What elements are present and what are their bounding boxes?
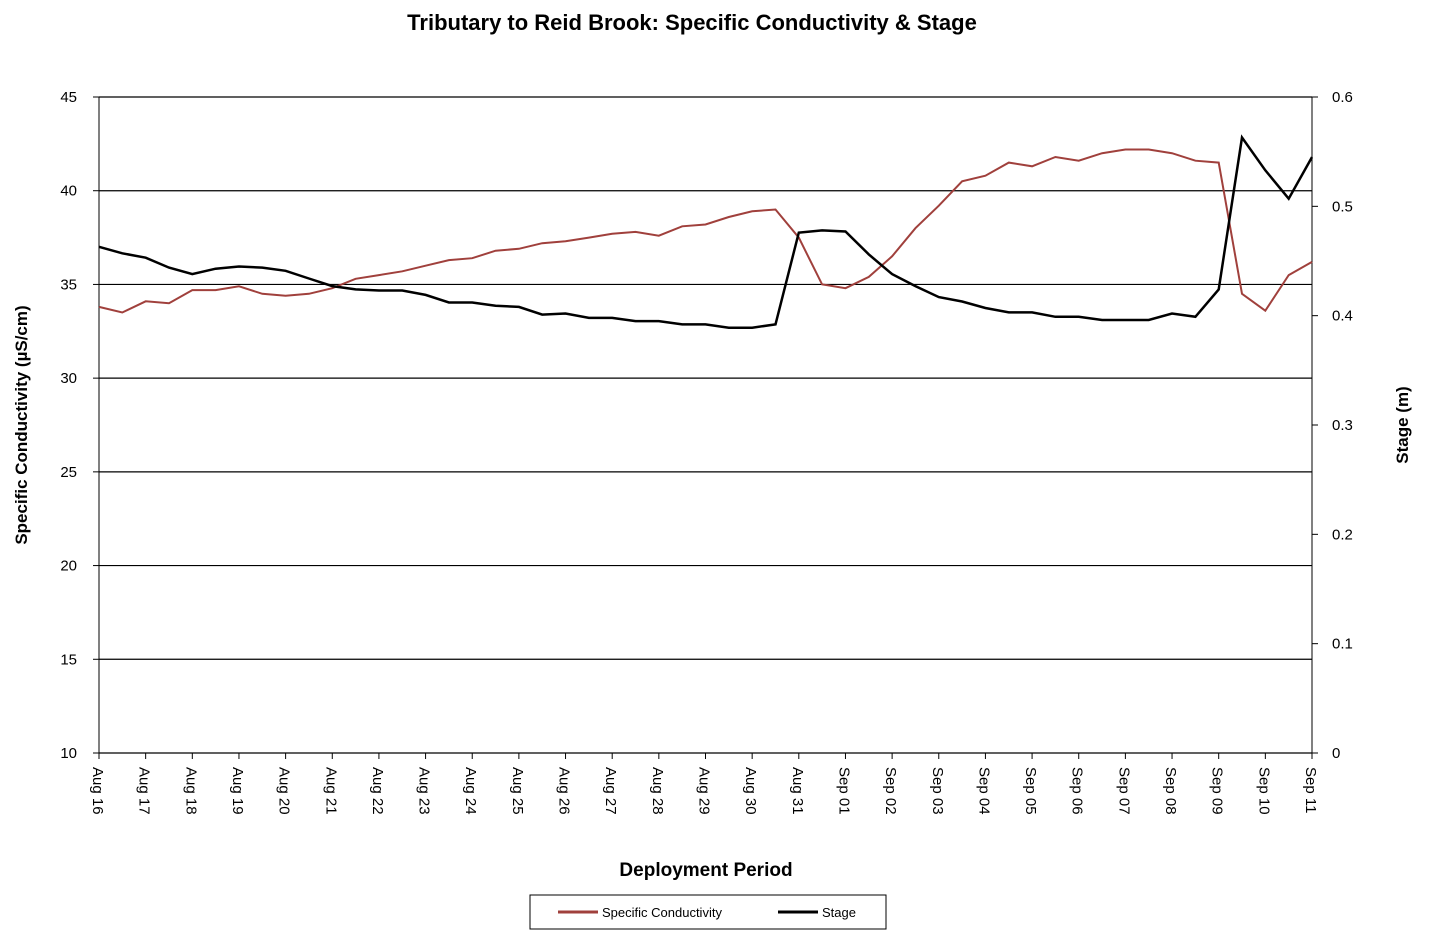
x-tick-label: Aug 25 [509,767,526,815]
x-tick-label: Aug 19 [229,767,246,815]
x-tick-label: Aug 26 [556,767,573,815]
y-tick-label: 15 [60,651,77,668]
x-tick-label: Sep 06 [1069,767,1086,815]
y-tick-label: 25 [60,464,77,481]
x-tick-label: Sep 01 [835,767,852,815]
y-tick-label: 45 [60,89,77,106]
x-tick-label: Sep 11 [1302,767,1319,813]
x-tick-label: Aug 29 [696,767,713,815]
legend-box [529,894,887,930]
y-tick-label: 10 [60,745,77,762]
x-tick-label: Sep 09 [1209,767,1226,815]
x-tick-label: Aug 24 [462,767,479,815]
x-tick-label: Sep 05 [1022,767,1039,815]
y2-tick-label: 0 [1332,745,1340,762]
x-tick-label: Aug 31 [789,767,806,815]
data-line [98,134,1314,329]
y2-axis-title: Stage (m) [1393,386,1412,463]
y-tick-label: 40 [60,183,77,200]
x-tick-label: Aug 21 [322,767,339,815]
y2-tick-label: 0.2 [1332,526,1353,543]
x-tick-label: Sep 03 [929,767,946,815]
legend-label: Stage [822,905,856,920]
y2-tick-label: 0.4 [1332,308,1353,325]
x-tick-label: Aug 23 [416,767,433,815]
y-axis-title: Specific Conductivity (µS/cm) [12,305,31,544]
y-tick-label: 35 [60,276,77,293]
x-tick-label: Aug 16 [89,767,106,815]
y2-tick-label: 0.5 [1332,198,1353,215]
y-tick-label: 30 [60,370,77,387]
y2-tick-label: 0.6 [1332,89,1353,106]
y2-tick-label: 0.3 [1332,417,1353,434]
x-tick-label: Aug 22 [369,767,386,815]
y-tick-label: 20 [60,558,77,575]
x-tick-label: Aug 30 [742,767,759,815]
x-tick-label: Aug 20 [276,767,293,815]
x-tick-label: Aug 28 [649,767,666,815]
x-tick-label: Aug 17 [136,767,153,815]
chart-title: Tributary to Reid Brook: Specific Conduc… [407,10,977,35]
x-tick-label: Aug 27 [602,767,619,815]
x-axis-title: Deployment Period [619,860,792,881]
x-tick-label: Sep 07 [1115,767,1132,815]
y2-tick-label: 0.1 [1332,636,1353,653]
x-tick-label: Sep 04 [975,767,992,815]
legend-label: Specific Conductivity [602,905,722,920]
data-line [98,148,1313,314]
x-tick-label: Aug 18 [182,767,199,815]
x-tick-label: Sep 10 [1255,767,1272,815]
x-tick-label: Sep 02 [882,767,899,815]
x-tick-label: Sep 08 [1162,767,1179,815]
